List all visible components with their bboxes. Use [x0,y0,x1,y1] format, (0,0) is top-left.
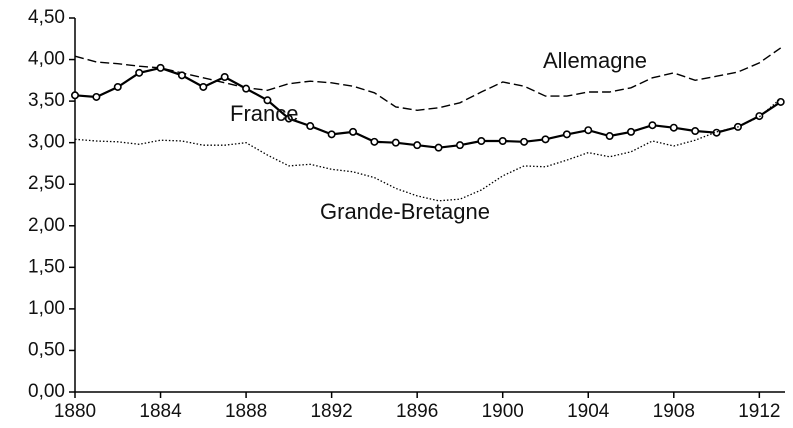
y-tick-label: 4,50 [28,7,65,28]
series-label: France [230,101,298,126]
point-marker [242,84,251,93]
series-label: Grande-Bretagne [320,199,490,224]
point-marker [177,71,186,80]
point-marker [370,137,379,146]
point-marker [284,114,293,123]
y-tick-label: 4,00 [28,49,65,70]
point-marker [691,127,700,136]
series-line [74,98,782,202]
x-tick-label: 1892 [310,401,352,422]
y-tick-label: 2,50 [28,173,65,194]
y-tick-label: 0,50 [28,339,65,360]
point-marker [498,137,507,146]
x-tick-label: 1900 [482,401,524,422]
y-tick-label: 1,00 [28,298,65,319]
series-line [74,66,782,149]
y-tick-label: 2,00 [28,215,65,236]
point-marker [541,135,550,144]
point-marker [648,121,657,130]
x-tick-label: 1896 [396,401,438,422]
point-marker [584,126,593,135]
point-marker [71,91,80,100]
x-tick-label: 1908 [653,401,695,422]
point-marker [605,132,614,141]
point-marker [135,68,144,77]
point-marker [391,138,400,147]
point-marker [477,137,486,146]
point-marker [199,82,208,91]
point-marker [520,137,529,146]
series-label: Allemagne [543,48,647,73]
point-marker [113,82,122,91]
y-tick-label: 0,00 [28,381,65,402]
series-line [74,47,782,112]
y-tick-label: 3,00 [28,132,65,153]
x-tick-label: 1888 [225,401,267,422]
x-tick-label: 1880 [54,401,96,422]
y-tick-label: 3,50 [28,90,65,111]
point-marker [669,123,678,132]
point-marker [327,130,336,139]
point-marker [562,130,571,139]
point-marker [92,92,101,101]
point-marker [627,127,636,136]
x-tick-label: 1912 [738,401,780,422]
point-marker [263,96,272,105]
point-marker [220,73,229,82]
point-marker [455,141,464,150]
x-tick-label: 1884 [139,401,182,422]
point-marker [434,143,443,152]
point-marker [413,141,422,150]
point-marker [306,122,315,131]
point-marker [349,127,358,136]
x-tick-label: 1904 [567,401,610,422]
y-tick-label: 1,50 [28,256,65,277]
point-marker [156,63,165,72]
